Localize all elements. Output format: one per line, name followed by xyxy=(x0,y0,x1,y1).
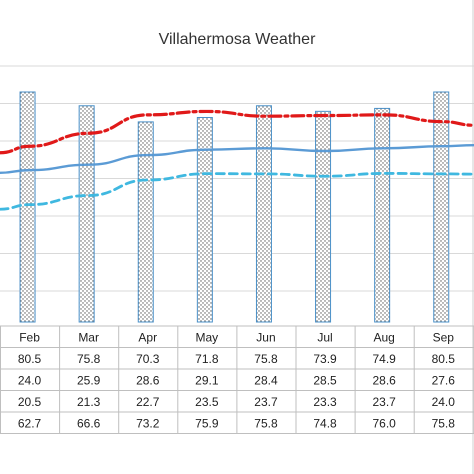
series-line-2 xyxy=(0,143,474,175)
bar xyxy=(255,105,272,323)
table-cell: 24.0 xyxy=(432,395,456,409)
table-cell: 20.5 xyxy=(18,395,42,409)
table-cell: 27.6 xyxy=(432,373,456,387)
category-label: May xyxy=(196,330,219,344)
table-cell: 73.2 xyxy=(136,416,160,430)
table-cell: 75.8 xyxy=(254,416,278,430)
series-line-3 xyxy=(0,171,474,211)
table-cell: 70.3 xyxy=(136,352,160,366)
bar-series xyxy=(19,91,450,323)
category-label: Jun xyxy=(256,330,275,344)
bar xyxy=(374,107,391,323)
category-label: Mar xyxy=(78,330,99,344)
table-cell: 80.5 xyxy=(18,352,42,366)
bar xyxy=(19,91,36,323)
table-cell: 71.8 xyxy=(195,352,219,366)
bar xyxy=(315,110,332,323)
table-cell: 25.9 xyxy=(77,373,101,387)
bar xyxy=(78,105,95,323)
bar xyxy=(137,121,154,323)
table-cell: 62.7 xyxy=(18,416,42,430)
table-cell: 23.7 xyxy=(372,395,396,409)
category-label: Feb xyxy=(19,330,40,344)
category-label: Aug xyxy=(373,330,394,344)
table-cell: 73.9 xyxy=(313,352,337,366)
table-cell: 75.8 xyxy=(254,352,278,366)
bar xyxy=(433,91,450,323)
table-cell: 21.3 xyxy=(77,395,101,409)
chart-title: Villahermosa Weather xyxy=(158,31,316,48)
table-cell: 28.5 xyxy=(313,373,337,387)
category-label: Apr xyxy=(138,330,157,344)
category-label: Sep xyxy=(433,330,455,344)
table-cell: 22.7 xyxy=(136,395,160,409)
table-cell: 28.6 xyxy=(372,373,396,387)
table-cell: 76.0 xyxy=(372,416,396,430)
table-cell: 23.3 xyxy=(313,395,337,409)
table-cell: 23.5 xyxy=(195,395,219,409)
table-cell: 74.9 xyxy=(372,352,396,366)
table-cell: 29.1 xyxy=(195,373,219,387)
table-cell: 75.8 xyxy=(77,352,101,366)
table-cell: 23.7 xyxy=(254,395,278,409)
table-cell: 24.0 xyxy=(18,373,42,387)
table-cell: 28.6 xyxy=(136,373,160,387)
line-series xyxy=(0,109,474,211)
table-cell: 75.9 xyxy=(195,416,219,430)
series-line-1 xyxy=(0,109,474,155)
category-label: Jul xyxy=(317,330,332,344)
table-cell: 66.6 xyxy=(77,416,101,430)
table-cell: 74.8 xyxy=(313,416,337,430)
table-cell: 28.4 xyxy=(254,373,278,387)
table-cell: 80.5 xyxy=(432,352,456,366)
bar xyxy=(196,116,213,323)
data-table: Feb Mar Apr May Jun Jul Aug Sep 80.5 75.8 70.3 71.8… xyxy=(0,325,474,434)
table-cell: 75.8 xyxy=(432,416,456,430)
